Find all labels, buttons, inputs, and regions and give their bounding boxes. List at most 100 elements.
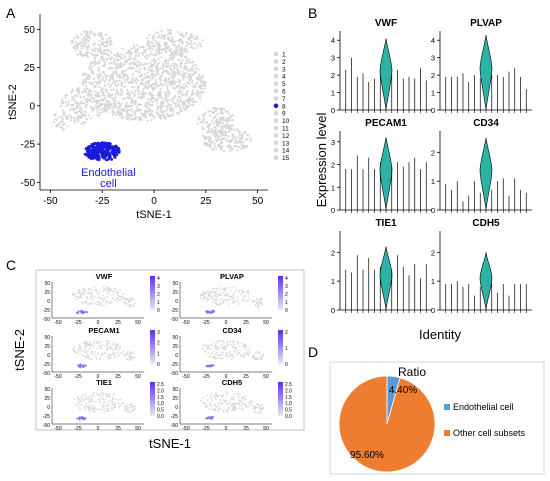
cell-point <box>146 119 149 122</box>
cell-point <box>219 302 221 305</box>
cell-point <box>244 398 247 401</box>
cell-point <box>232 345 235 348</box>
cell-point <box>175 53 178 56</box>
cell-point <box>88 81 91 84</box>
cell-point <box>96 73 99 77</box>
cell-point <box>243 291 245 293</box>
cell-point <box>165 46 168 49</box>
cell-point <box>71 41 74 44</box>
cell-point <box>199 293 202 296</box>
cell-point <box>61 123 64 126</box>
cell-point <box>93 302 96 305</box>
cell-point <box>199 81 202 84</box>
cell-point <box>149 104 152 107</box>
cell-point <box>204 85 207 88</box>
cell-point <box>220 294 223 297</box>
cell-point <box>104 84 107 87</box>
y-tick-label: 2 <box>331 161 335 170</box>
cell-point <box>219 394 222 397</box>
cell-point <box>102 394 105 396</box>
cell-point <box>208 144 211 147</box>
cell-point <box>90 301 93 304</box>
cell-point <box>171 40 174 44</box>
cell-point <box>158 113 161 117</box>
cell-point <box>86 87 89 90</box>
cell-point <box>198 98 201 101</box>
colorbar-tick-label: 2 <box>285 330 288 336</box>
cell-point <box>96 81 99 84</box>
cell-point <box>132 304 135 306</box>
x-tick-label: -25 <box>74 426 81 432</box>
pie-frame <box>329 361 545 475</box>
violin-shape <box>379 246 393 311</box>
cell-point <box>70 39 74 43</box>
cell-point <box>144 104 147 107</box>
cell-point <box>227 299 229 301</box>
legend-dot <box>273 147 279 153</box>
cell-point <box>201 39 204 42</box>
cell-point <box>148 114 151 117</box>
cell-point <box>86 292 89 294</box>
cell-point <box>227 402 230 404</box>
cell-point <box>233 392 236 395</box>
cell-point <box>165 69 168 72</box>
cell-point <box>236 408 238 410</box>
y-tick-label: 1 <box>431 277 435 286</box>
cell-point <box>90 52 93 56</box>
cell-point <box>116 89 119 92</box>
cell-point <box>89 32 92 35</box>
cell-point <box>114 102 117 106</box>
cell-point <box>131 117 134 120</box>
cell-point <box>98 31 101 34</box>
cell-point <box>90 71 93 74</box>
cell-point <box>103 45 106 48</box>
cell-point <box>218 299 221 301</box>
cell-point <box>255 299 257 302</box>
x-tick-label: -50 <box>54 374 61 380</box>
cell-point <box>217 130 220 133</box>
cell-point <box>161 48 164 51</box>
cell-point <box>168 103 171 106</box>
cell-point <box>103 97 106 100</box>
cell-point <box>190 75 193 78</box>
colorbar-tick-label: 1.0 <box>157 401 164 407</box>
cell-point <box>151 44 155 48</box>
cell-point <box>85 85 88 88</box>
cell-point <box>166 65 169 68</box>
cell-point <box>234 139 237 142</box>
cell-point <box>120 61 123 64</box>
cell-point <box>224 399 226 402</box>
cell-point <box>179 33 182 36</box>
violin-shape <box>479 252 493 311</box>
cell-point <box>105 290 107 292</box>
legend-dot <box>273 66 279 72</box>
cell-point <box>76 351 79 354</box>
cell-point <box>88 292 91 295</box>
cell-point <box>112 293 115 296</box>
cell-point <box>81 91 84 94</box>
cell-point <box>59 126 62 129</box>
cell-point <box>160 106 163 110</box>
cell-point <box>203 344 205 347</box>
cell-point <box>186 99 189 102</box>
cell-point <box>110 67 114 70</box>
cell-point <box>243 403 246 405</box>
cell-point <box>235 136 238 139</box>
cell-point <box>87 44 90 47</box>
cell-point <box>115 343 117 346</box>
cell-point <box>149 41 152 44</box>
cell-point <box>159 82 162 85</box>
cell-point <box>208 408 211 410</box>
cell-point <box>208 127 211 130</box>
cell-point <box>212 290 214 293</box>
cell-point <box>182 106 185 109</box>
cell-point <box>198 85 201 88</box>
endothelial-point <box>108 142 111 145</box>
cell-point <box>201 74 204 77</box>
cell-point <box>76 296 78 298</box>
cell-point <box>92 108 95 111</box>
gene-title: VWF <box>375 18 397 29</box>
cell-point <box>78 89 81 92</box>
cell-point <box>202 114 205 117</box>
cell-point <box>155 70 158 73</box>
